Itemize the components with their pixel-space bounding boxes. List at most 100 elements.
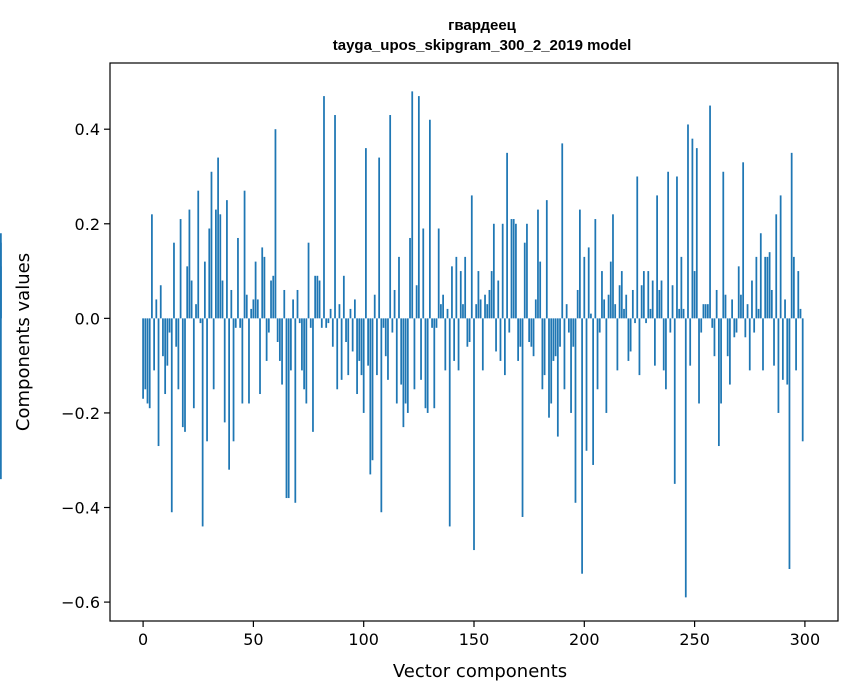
bar xyxy=(484,294,486,319)
bar xyxy=(768,252,771,319)
bar xyxy=(0,318,2,480)
bar xyxy=(517,318,519,361)
bar xyxy=(166,318,169,366)
bar xyxy=(722,171,725,319)
bar xyxy=(726,318,729,357)
bar xyxy=(587,247,590,319)
bar xyxy=(623,308,625,319)
bar xyxy=(210,171,213,319)
x-tick-label: 150 xyxy=(459,630,490,649)
bar xyxy=(759,233,762,319)
bar xyxy=(197,190,200,319)
bar xyxy=(415,285,418,319)
bar xyxy=(523,242,526,319)
bar xyxy=(746,304,749,319)
y-axis: −0.6 −0.4 −0.2 0.0 0.2 0.4 xyxy=(61,120,110,612)
bar xyxy=(402,318,405,428)
bar xyxy=(541,318,544,390)
bar xyxy=(656,195,658,319)
bar xyxy=(276,318,279,342)
bar xyxy=(420,318,422,380)
bar xyxy=(360,318,363,376)
bar xyxy=(654,318,656,366)
y-tick-label: −0.4 xyxy=(61,499,100,518)
bar xyxy=(645,318,647,324)
bar xyxy=(680,256,683,319)
bar xyxy=(530,318,533,347)
bar xyxy=(340,318,343,380)
bar xyxy=(766,256,769,319)
x-tick-label: 50 xyxy=(243,630,263,649)
bar xyxy=(261,247,264,319)
bar xyxy=(640,285,643,319)
bar xyxy=(704,304,707,319)
bar xyxy=(753,318,756,333)
bar xyxy=(764,256,767,319)
bar xyxy=(252,299,255,319)
bar xyxy=(799,308,802,319)
bar xyxy=(715,289,718,319)
bar xyxy=(464,256,467,319)
y-tick-label: 0.0 xyxy=(75,309,100,328)
bar xyxy=(684,318,687,598)
bar xyxy=(678,308,681,319)
bar xyxy=(479,299,482,319)
bar xyxy=(762,318,764,371)
bar xyxy=(215,209,217,319)
bar xyxy=(581,318,583,574)
bar xyxy=(314,275,317,319)
bar xyxy=(660,280,663,319)
bar xyxy=(773,318,775,366)
bar xyxy=(208,228,211,319)
bar xyxy=(151,214,153,319)
x-axis-label: Vector components xyxy=(393,661,567,682)
bars-group xyxy=(0,91,804,598)
bar xyxy=(259,318,261,395)
bar xyxy=(506,152,508,319)
bar xyxy=(241,318,244,404)
bar xyxy=(786,318,789,385)
bar xyxy=(199,318,202,324)
y-tick-label: −0.6 xyxy=(61,593,100,612)
bar xyxy=(345,318,347,342)
bar xyxy=(195,304,197,319)
bar xyxy=(497,280,500,319)
x-axis: 0 50 100 150 200 250 300 xyxy=(138,621,820,649)
bar xyxy=(638,318,641,376)
bar xyxy=(217,157,219,319)
bar xyxy=(272,275,275,319)
bar xyxy=(234,318,237,328)
bar xyxy=(406,318,409,413)
bar xyxy=(737,266,740,319)
bar xyxy=(219,214,222,319)
bar xyxy=(603,299,606,319)
bar xyxy=(777,318,780,413)
bar xyxy=(265,318,268,361)
bar xyxy=(526,223,528,319)
bar xyxy=(248,318,250,404)
bar xyxy=(411,91,414,319)
bar xyxy=(323,96,325,319)
bar xyxy=(417,96,420,319)
bar xyxy=(278,318,281,361)
bar xyxy=(409,237,411,319)
bar xyxy=(742,162,745,319)
bar xyxy=(481,318,484,371)
bar xyxy=(453,318,456,361)
bar xyxy=(486,304,489,319)
bar xyxy=(724,294,727,319)
bar xyxy=(312,318,314,432)
bar xyxy=(177,318,180,390)
bar xyxy=(687,124,689,319)
bar xyxy=(380,318,383,513)
bar xyxy=(682,308,685,319)
bar xyxy=(579,209,581,319)
bar xyxy=(700,318,703,333)
bar xyxy=(274,129,277,319)
bar xyxy=(395,318,398,404)
bar xyxy=(437,228,440,319)
bar xyxy=(642,271,645,319)
bar xyxy=(570,318,572,413)
bar xyxy=(751,280,753,319)
